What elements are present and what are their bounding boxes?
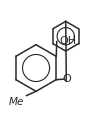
Text: Me: Me — [8, 97, 24, 107]
Text: OH: OH — [59, 36, 76, 46]
Text: O: O — [62, 74, 71, 84]
